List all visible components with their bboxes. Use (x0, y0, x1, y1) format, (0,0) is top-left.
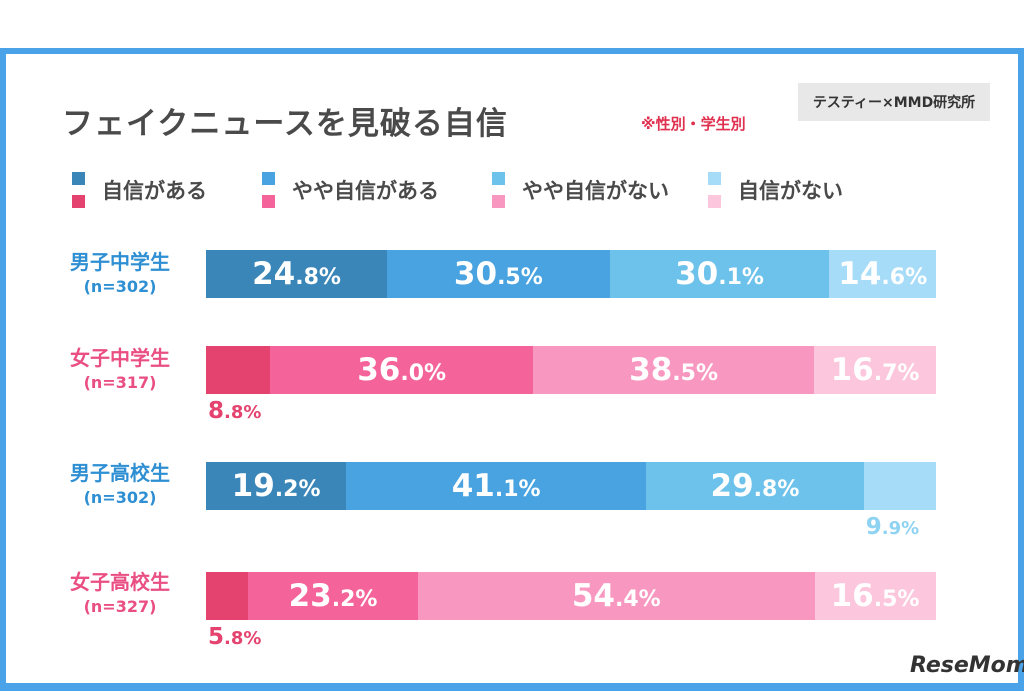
bar-segment (206, 462, 347, 510)
legend-swatch-female (708, 195, 721, 208)
legend-swatch-female (262, 195, 275, 208)
data-label: 24.8% (252, 256, 341, 292)
chart-frame (0, 48, 1018, 685)
data-label: 5.8% (208, 624, 262, 650)
stacked-bar: 24.8% 30.5% 30.1% 14.6% (206, 250, 937, 298)
data-label: 29.8% (710, 468, 800, 504)
row-name: 女子高校生 (70, 570, 170, 594)
resemom-logo: ReseMom (910, 653, 1024, 678)
bar-segment (206, 572, 249, 620)
row-label: 女子高校生 (n=327) (55, 568, 185, 618)
legend-swatch-male (492, 172, 505, 185)
data-label: 19.2% (231, 468, 321, 504)
row-sample-size: (n=317) (83, 373, 157, 392)
row-label: 女子中学生 (n=317) (55, 344, 185, 394)
legend-swatch-female (492, 195, 505, 208)
bar-segment (609, 250, 830, 298)
row-sample-size: (n=302) (83, 488, 157, 507)
row-name: 女子中学生 (70, 346, 170, 370)
bar-segment (206, 250, 388, 298)
data-label: 38.5% (629, 352, 718, 388)
data-label: 16.5% (830, 578, 920, 614)
bar-segment (829, 250, 937, 298)
stacked-bar: 19.2% 41.1% 29.8% (206, 462, 937, 510)
bar-segment (346, 462, 647, 510)
bar-segment (270, 346, 534, 394)
row-name: 男子中学生 (70, 250, 170, 274)
bar-segment (206, 346, 271, 394)
data-label: 36.0% (357, 352, 447, 388)
legend-label: やや自信がある (292, 179, 439, 203)
legend-swatches (262, 172, 275, 218)
data-label: 30.1% (675, 256, 764, 292)
row-name: 男子高校生 (70, 461, 170, 485)
bar-segment (814, 572, 936, 620)
legend-swatch-male (72, 172, 85, 185)
data-label: 30.5% (453, 256, 543, 292)
data-label: 14.6% (838, 256, 928, 292)
data-label: 16.7% (830, 352, 920, 388)
data-label: 41.1% (451, 468, 541, 504)
bar-segment (248, 572, 419, 620)
row-sample-size: (n=327) (83, 597, 157, 616)
bar-segment (863, 462, 937, 510)
legend-label: 自信がない (738, 179, 843, 203)
bar-segment (814, 346, 937, 394)
legend-swatch-male (708, 172, 721, 185)
frame-right-border (1018, 48, 1024, 691)
chart-note: ※性別・学生別 (641, 115, 746, 133)
legend-swatch-female (72, 195, 85, 208)
bar-segment (387, 250, 611, 298)
legend-swatches (492, 172, 505, 218)
row-sample-size: (n=302) (83, 277, 157, 296)
stacked-bar: 23.2% 54.4% 16.5% (206, 572, 936, 620)
data-label: 9.9% (865, 514, 920, 540)
legend-label: やや自信がない (522, 179, 669, 203)
legend-label: 自信がある (102, 179, 207, 203)
data-label: 54.4% (571, 578, 661, 614)
row-label: 男子中学生 (n=302) (55, 248, 185, 298)
row-label: 男子高校生 (n=302) (55, 459, 185, 509)
stacked-bar: 36.0% 38.5% 16.7% (206, 346, 937, 394)
source-badge: テスティー×MMD研究所 (798, 83, 990, 121)
frame-bottom-border (0, 683, 1024, 691)
chart-title: フェイクニュースを見破る自信 (62, 106, 508, 142)
data-label: 23.2% (288, 578, 378, 614)
legend-swatches (72, 172, 85, 218)
bar-segment (533, 346, 815, 394)
legend-swatch-male (262, 172, 275, 185)
bar-segment (646, 462, 865, 510)
data-label: 8.8% (208, 398, 262, 424)
legend-swatches (708, 172, 721, 218)
bar-segment (417, 572, 816, 620)
